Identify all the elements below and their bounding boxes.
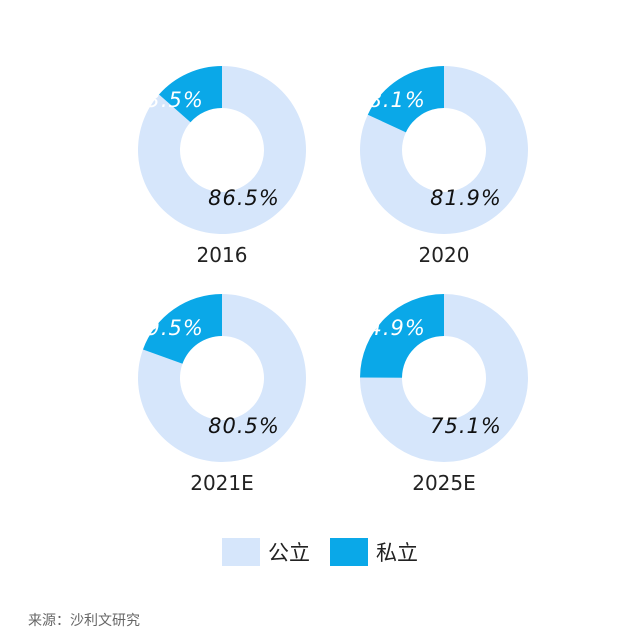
donut-chart-2020: 18.1% 81.9% 2020 — [354, 66, 529, 267]
legend-item-private: 私立 — [330, 537, 418, 567]
donut-chart-2021e: 19.5% 80.5% 2021E — [132, 294, 307, 495]
legend-swatch-public — [222, 538, 260, 566]
source-note: 来源：沙利文研究 — [28, 613, 140, 629]
chart-title-2020: 2020 — [419, 243, 470, 267]
data-label-public: 86.5% — [208, 186, 280, 210]
data-label-private: 13.5% — [132, 88, 204, 112]
data-label-public: 75.1% — [430, 414, 502, 438]
donut-chart-2016: 13.5% 86.5% 2016 — [132, 66, 307, 267]
slice-public — [360, 66, 529, 234]
donut-charts: 13.5% 86.5% 2016 18.1% 81.9% 2020 19.5% 80.5% 20… — [132, 66, 529, 495]
legend-label-private: 私立 — [376, 541, 418, 565]
chart-title-2025e: 2025E — [412, 471, 476, 495]
slice-private — [158, 66, 222, 123]
slice-private — [367, 66, 444, 133]
data-label-public: 81.9% — [430, 186, 502, 210]
legend-label-public: 公立 — [268, 541, 310, 565]
slice-public — [138, 66, 307, 235]
slice-private — [360, 294, 444, 378]
data-label-public: 80.5% — [208, 414, 280, 438]
data-label-private: 19.5% — [132, 316, 204, 340]
data-label-private: 24.9% — [354, 316, 426, 340]
data-label-private: 18.1% — [354, 88, 426, 112]
legend-swatch-private — [330, 538, 368, 566]
slice-private — [142, 294, 222, 364]
legend-item-public: 公立 — [222, 537, 310, 567]
donut-chart-2025e: 24.9% 75.1% 2025E — [354, 294, 528, 495]
chart-title-2016: 2016 — [197, 243, 248, 267]
chart-title-2021e: 2021E — [190, 471, 254, 495]
slice-public — [137, 294, 307, 462]
slice-public — [359, 294, 528, 463]
legend: 公立 私立 — [0, 537, 640, 567]
